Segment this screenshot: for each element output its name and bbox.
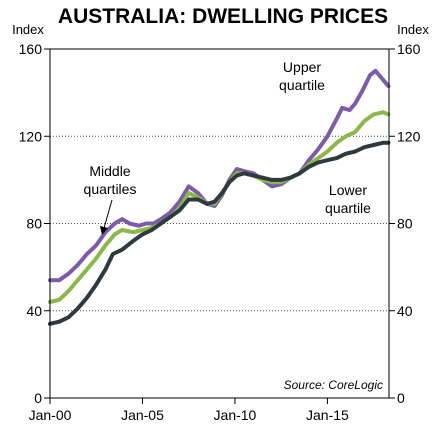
y-axis-label-left: Index [12, 22, 44, 37]
chart-title: AUSTRALIA: DWELLING PRICES [58, 5, 388, 28]
plot-frame [49, 48, 390, 399]
x-tick-label: Jan-00 [29, 407, 72, 423]
series-line-lower [48, 140, 391, 326]
y-tick-label-right: 40 [397, 303, 413, 319]
source-note: Source: CoreLogic [284, 378, 383, 392]
x-tick-label: Jan-05 [121, 407, 164, 423]
y-axis-label-right: Index [397, 22, 429, 37]
annotation-middle-arrowhead [100, 226, 108, 235]
y-tick-label-right: 80 [397, 216, 413, 232]
annotation-upper-line1: Upper [283, 59, 321, 75]
annotation-middle-line1: Middle [89, 163, 130, 179]
y-tick-label-left: 160 [19, 41, 43, 57]
y-tick-labels-right: 0 40 80 120 160 [397, 41, 421, 406]
y-tick-label-right: 160 [397, 41, 421, 57]
x-tick-label: Jan-15 [306, 407, 349, 423]
y-tick-label-left: 40 [26, 303, 42, 319]
annotation-middle-arrow [103, 199, 113, 229]
annotation-middle-line2: quartiles [84, 181, 137, 197]
y-tick-label-left: 120 [19, 128, 43, 144]
y-tick-label-left: 80 [26, 216, 42, 232]
annotation-lower-line2: quartile [325, 200, 371, 216]
annotation-upper-line2: quartile [279, 77, 325, 93]
x-tick-labels: Jan-00 Jan-05 Jan-10 Jan-15 [29, 398, 349, 423]
y-tick-label-left: 0 [34, 390, 42, 406]
x-tick-label: Jan-10 [214, 407, 257, 423]
grid-lines [44, 48, 395, 399]
y-tick-label-right: 120 [397, 128, 421, 144]
series-layer [48, 68, 391, 326]
y-tick-labels-left: 0 40 80 120 160 [19, 41, 43, 406]
y-tick-label-right: 0 [397, 390, 405, 406]
annotation-lower-line1: Lower [329, 182, 367, 198]
